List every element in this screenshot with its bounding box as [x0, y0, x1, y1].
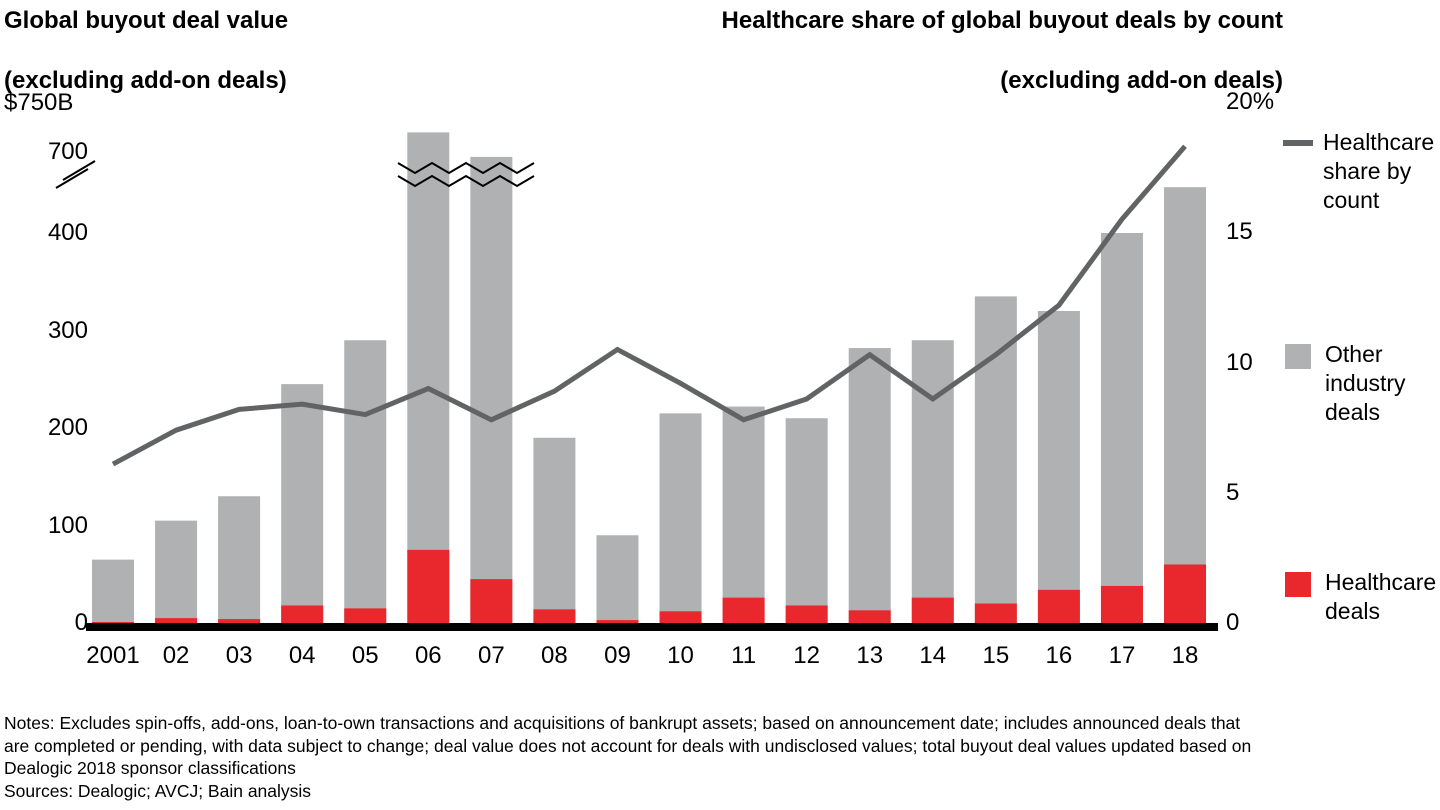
bar-other-17 [1100, 233, 1143, 629]
x-axis-label-17: 17 [1108, 642, 1136, 669]
left-axis-tick-200: 200 [47, 414, 88, 441]
left-title-line1: Global buyout deal value [4, 7, 289, 34]
left-axis-tick-300: 300 [47, 316, 88, 344]
bar-other-08 [533, 437, 576, 629]
note-line-1: Notes: Excludes spin-offs, add-ons, loan… [4, 713, 1241, 733]
legend-item-share-line: Healthcare share by count [1283, 128, 1434, 215]
bar-other-2001 [92, 559, 134, 629]
left-axis-tick-400: 400 [47, 219, 88, 246]
x-axis-label-18: 18 [1171, 642, 1199, 669]
bar-other-06 [407, 132, 450, 629]
x-axis-label-05: 05 [351, 642, 379, 669]
bar-healthcare-16 [1037, 589, 1080, 629]
x-axis-label-07: 07 [478, 642, 505, 669]
healthcare-deals-legend-swatch [1285, 572, 1311, 597]
legend-label-other-deals: Other industry deals [1325, 341, 1406, 425]
right-axis-tick-5: 5 [1226, 478, 1240, 506]
bar-other-07 [470, 156, 513, 629]
x-axis-label-10: 10 [667, 642, 694, 669]
left-axis-tick-0: 0 [74, 609, 88, 636]
x-axis-label-04: 04 [288, 642, 316, 669]
healthcare-share-line [111, 144, 1187, 467]
bar-other-09 [596, 535, 639, 629]
y-axis-break-slash [62, 160, 96, 181]
bar-healthcare-18 [1164, 564, 1207, 629]
sources-line: Sources: Dealogic; AVCJ; Bain analysis [4, 780, 312, 801]
bar-healthcare-06 [407, 549, 450, 629]
line-series-legend-marker [1283, 140, 1313, 146]
x-axis-label-02: 02 [162, 642, 190, 669]
x-axis-label-03: 03 [225, 642, 253, 669]
legend-label-healthcare-deals: Healthcare deals [1325, 569, 1437, 624]
x-axis-label-06: 06 [414, 642, 442, 669]
footnotes: Notes: Excludes spin-offs, add-ons, loan… [4, 712, 1251, 802]
legend-item-other-deals: Other industry deals [1285, 340, 1406, 427]
x-axis-label-2001: 2001 [86, 642, 140, 669]
right-axis-tick-20: 20% [1226, 88, 1275, 115]
legend-item-healthcare-deals: Healthcare deals [1285, 568, 1436, 626]
bar-healthcare-07 [470, 579, 513, 629]
x-axis-label-16: 16 [1045, 642, 1073, 669]
x-axis-label-12: 12 [793, 642, 820, 669]
left-axis-tick-750: $750B [4, 89, 74, 116]
x-axis-label-13: 13 [856, 642, 884, 669]
left-axis-tick-100: 100 [47, 511, 88, 539]
bar-other-10 [659, 413, 702, 629]
right-chart-title: Healthcare share of global buyout deals … [722, 6, 1283, 96]
bar-other-18 [1164, 187, 1207, 630]
x-axis-label-09: 09 [604, 642, 631, 669]
left-chart-title: Global buyout deal value (excluding add-… [4, 6, 288, 96]
legend-label-share-line: Healthcare share by count [1323, 129, 1435, 213]
bar-other-16 [1037, 311, 1080, 629]
right-title-line2: (excluding add-on deals) [1000, 67, 1283, 94]
x-axis-label-08: 08 [541, 642, 568, 669]
combo-chart-canvas [55, 132, 1218, 631]
right-axis-tick-15: 15 [1226, 218, 1253, 246]
bar-other-03 [218, 496, 261, 629]
other-deals-legend-swatch [1285, 344, 1311, 369]
right-axis-tick-10: 10 [1226, 348, 1253, 376]
axis-labels-layer: $750B 700 400 300 200 100 0 20% 15 10 5 0 2001 02 03 04… [4, 88, 1275, 669]
x-axis-label-11: 11 [731, 642, 757, 669]
x-axis-line [86, 623, 1218, 631]
y-axis-break-slash [55, 168, 89, 189]
x-axis-label-14: 14 [919, 642, 947, 669]
bar-other-13 [848, 348, 891, 629]
bar-other-04 [281, 384, 324, 629]
left-title-line2: (excluding add-on deals) [4, 67, 287, 94]
right-axis-tick-0: 0 [1226, 609, 1240, 636]
note-line-2: are completed or pending, with data subj… [4, 735, 1252, 756]
bar-other-02 [155, 520, 198, 629]
x-axis-label-15: 15 [982, 642, 1010, 669]
bar-healthcare-17 [1100, 585, 1143, 629]
bar-other-05 [344, 340, 387, 629]
right-title-line1: Healthcare share of global buyout deals … [721, 7, 1283, 34]
bar-other-11 [722, 406, 765, 629]
bar-break-squiggle-bottom [397, 174, 535, 188]
note-line-3: Dealogic 2018 sponsor classifications [4, 758, 296, 778]
bar-break-squiggle-top [397, 161, 535, 175]
bar-other-12 [785, 418, 828, 629]
left-axis-tick-700: 700 [47, 138, 88, 165]
